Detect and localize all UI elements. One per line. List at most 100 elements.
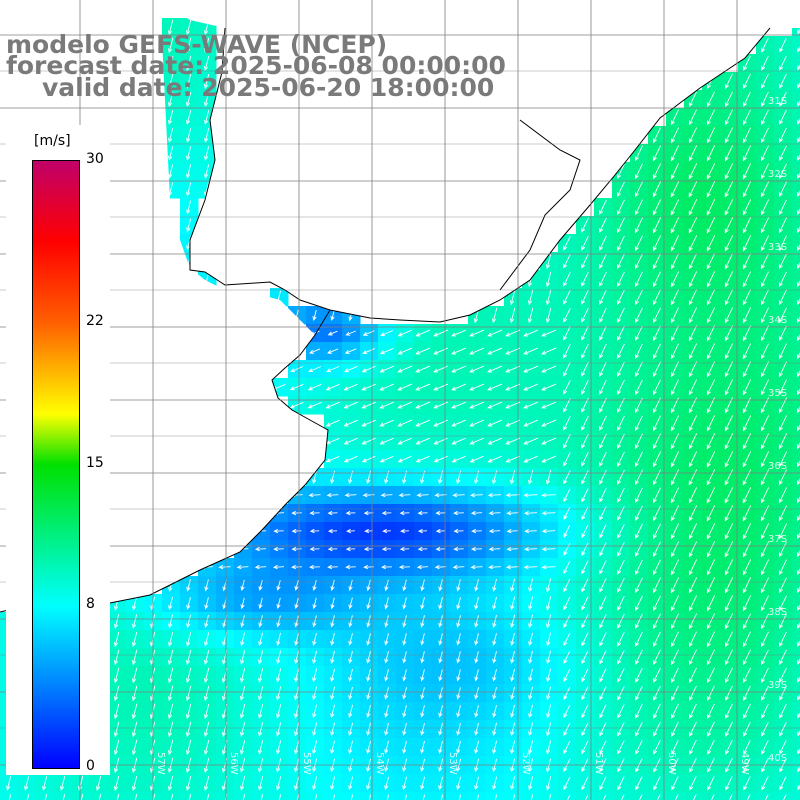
wind-arrow — [113, 739, 120, 756]
wind-speed-cell — [594, 792, 613, 800]
lat-label: 36S — [768, 461, 787, 472]
wind-arrow — [456, 722, 461, 736]
wind-arrow — [488, 546, 501, 552]
wind-arrow — [185, 703, 192, 720]
wind-arrow — [379, 383, 394, 391]
wind-arrow — [779, 776, 787, 791]
wind-arrow — [330, 776, 336, 791]
wind-arrow — [635, 559, 643, 576]
wind-arrow — [779, 631, 787, 648]
wind-arrow — [469, 437, 484, 445]
wind-arrow — [563, 560, 571, 574]
wind-arrow — [563, 776, 571, 791]
wind-arrow — [471, 528, 482, 534]
wind-arrow — [98, 793, 102, 800]
wind-arrow — [638, 794, 643, 800]
wind-arrow — [724, 325, 734, 342]
wind-arrow — [566, 794, 571, 800]
wind-arrow — [761, 667, 769, 684]
wind-arrow — [402, 740, 407, 755]
wind-arrow — [420, 615, 425, 628]
wind-arrow — [294, 704, 300, 719]
wind-arrow — [563, 686, 571, 701]
wind-arrow — [635, 271, 643, 288]
wind-arrow — [417, 528, 428, 534]
wind-arrow — [743, 109, 751, 126]
wind-arrow — [397, 401, 412, 409]
wind-speed-cell — [792, 540, 800, 559]
wind-arrow — [563, 290, 571, 305]
wind-arrow — [113, 631, 120, 647]
wind-arrow — [724, 235, 734, 252]
wind-arrow — [240, 597, 245, 610]
wind-arrow — [779, 74, 787, 89]
wind-arrow — [312, 704, 318, 719]
colorbar-tick-0: 0 — [86, 758, 95, 774]
land-north — [0, 0, 800, 322]
wind-arrow — [510, 632, 515, 647]
wind-arrow — [706, 469, 716, 486]
wind-arrow — [653, 667, 661, 683]
wind-arrow — [541, 493, 556, 498]
wind-arrow — [724, 145, 734, 162]
wind-arrow — [384, 740, 389, 755]
wind-arrow — [779, 722, 787, 737]
wind-arrow — [688, 361, 698, 378]
wind-arrow — [635, 343, 643, 360]
wind-arrow — [545, 307, 552, 324]
wind-speed-cell — [126, 792, 145, 800]
wind-arrow — [653, 127, 661, 144]
wind-arrow — [346, 528, 355, 534]
wind-arrow — [420, 740, 425, 755]
wind-arrow — [456, 651, 461, 664]
wind-arrow — [725, 649, 733, 666]
wind-arrow — [617, 704, 625, 719]
wind-speed-cell — [792, 558, 800, 577]
wind-arrow — [779, 199, 787, 216]
wind-arrow — [440, 794, 444, 800]
wind-arrow — [523, 365, 539, 373]
wind-arrow — [348, 686, 353, 701]
wind-arrow — [433, 401, 449, 409]
wind-speed-cell — [540, 792, 559, 800]
lat-label: 35S — [768, 388, 787, 399]
wind-arrow — [218, 565, 231, 570]
wind-arrow — [635, 577, 643, 594]
wind-arrow — [581, 326, 589, 341]
wind-arrow — [438, 651, 443, 664]
wind-arrow — [239, 703, 246, 719]
wind-arrow — [581, 254, 589, 269]
wind-arrow — [278, 794, 282, 800]
wind-speed-cell — [792, 108, 800, 127]
wind-arrow — [581, 722, 589, 737]
wind-arrow — [599, 433, 607, 449]
wind-arrow — [599, 650, 607, 665]
wind-arrow — [546, 578, 552, 593]
wind-arrow — [456, 687, 461, 700]
wind-arrow — [742, 379, 752, 396]
wind-arrow — [599, 488, 607, 503]
wind-arrow — [348, 722, 354, 737]
wind-arrow — [348, 633, 353, 646]
wind-arrow — [617, 632, 625, 647]
wind-speed-cell — [198, 792, 217, 800]
wind-arrow — [617, 181, 625, 198]
wind-arrow — [710, 794, 715, 800]
wind-arrow — [742, 505, 752, 522]
wind-arrow — [276, 740, 282, 755]
wind-arrow — [364, 528, 373, 534]
wind-arrow — [563, 254, 571, 269]
wind-arrow — [168, 146, 174, 161]
wind-arrow — [653, 505, 661, 522]
wind-speed-cell — [792, 378, 800, 397]
wind-arrow — [456, 579, 461, 592]
wind-arrow — [778, 451, 788, 468]
lat-label: 40S — [768, 753, 787, 764]
wind-arrow — [725, 776, 733, 791]
wind-arrow — [488, 528, 501, 534]
wind-arrow — [345, 564, 356, 570]
wind-arrow — [415, 419, 430, 427]
wind-speed-cell — [792, 720, 800, 739]
wind-arrow — [670, 523, 680, 540]
lat-label: 38S — [768, 607, 787, 618]
